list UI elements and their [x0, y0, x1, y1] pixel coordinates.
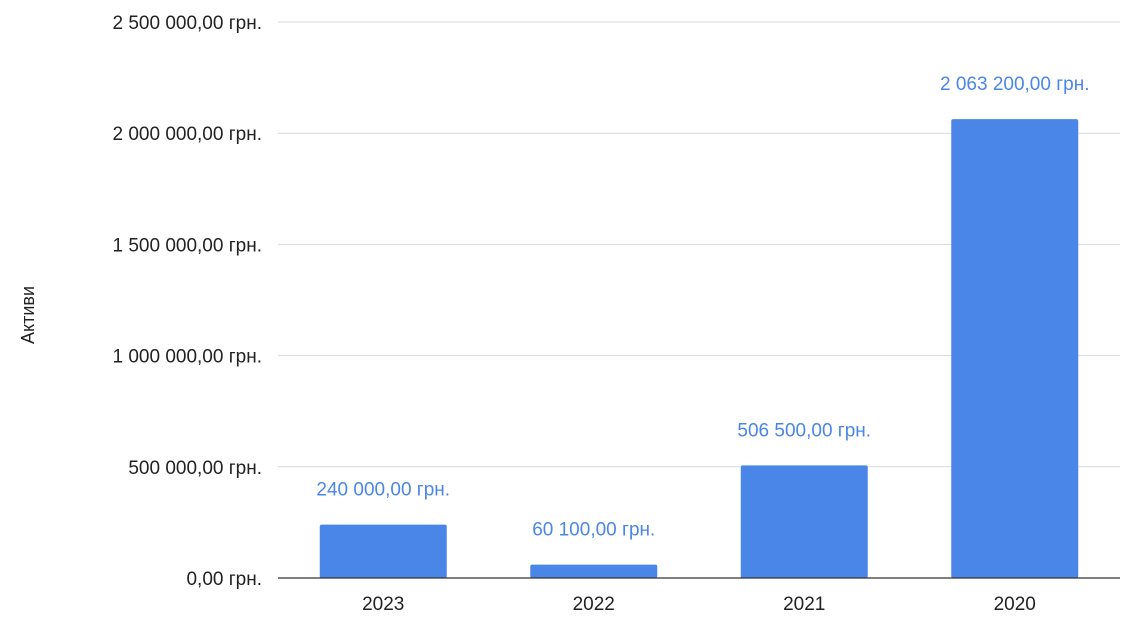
data-labels: 240 000,00 грн. 60 100,00 грн. 506 500,00 … — [316, 74, 1089, 540]
x-tick-label: 2022 — [573, 594, 615, 615]
y-axis-label: Активи — [18, 286, 38, 344]
bar — [740, 465, 868, 578]
x-axis-ticks: 2023 2022 2021 2020 — [362, 594, 1036, 615]
bar — [951, 119, 1079, 578]
data-label: 60 100,00 грн. — [532, 520, 655, 541]
bar — [530, 564, 658, 578]
data-label: 506 500,00 грн. — [737, 420, 871, 441]
bars — [319, 119, 1079, 578]
x-tick-label: 2021 — [783, 594, 825, 615]
y-axis-ticks: 0,00 грн. 500 000,00 грн. 1 000 000,00 грн… — [113, 13, 263, 590]
y-tick-label: 2 000 000,00 грн. — [113, 124, 263, 145]
bar — [319, 524, 447, 578]
y-tick-label: 1 500 000,00 грн. — [113, 235, 263, 256]
x-tick-label: 2023 — [362, 594, 404, 615]
data-label: 240 000,00 грн. — [316, 480, 450, 501]
y-tick-label: 0,00 грн. — [186, 569, 262, 590]
data-label: 2 063 200,00 грн. — [940, 74, 1090, 95]
y-tick-label: 500 000,00 грн. — [128, 458, 262, 479]
y-tick-label: 2 500 000,00 грн. — [113, 13, 263, 34]
x-tick-label: 2020 — [994, 594, 1036, 615]
y-tick-label: 1 000 000,00 грн. — [113, 347, 263, 368]
